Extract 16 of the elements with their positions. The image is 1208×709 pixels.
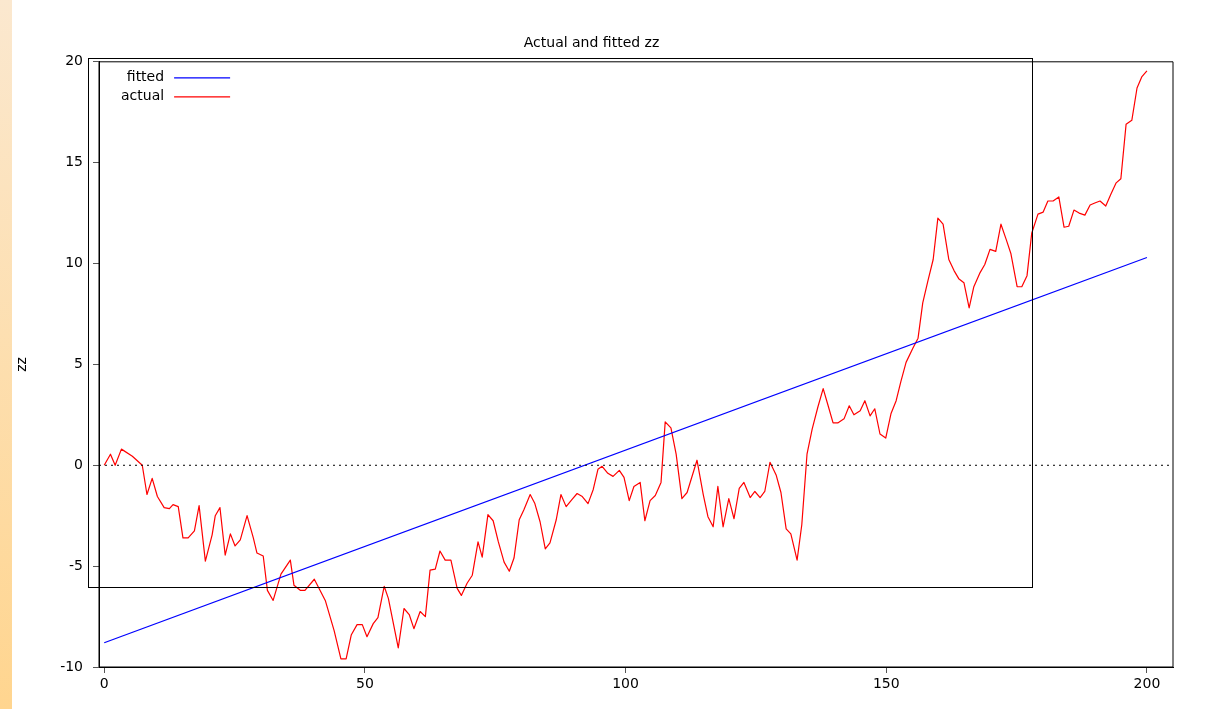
y-tick-label: 15 <box>65 153 83 170</box>
y-tick-label: 5 <box>74 355 83 372</box>
legend-label: fitted <box>126 68 165 85</box>
x-tick-label: 100 <box>612 675 639 692</box>
x-tick-label: 150 <box>872 675 900 692</box>
chart-title: Actual and fitted zz <box>523 34 660 51</box>
y-tick-label: -5 <box>69 556 83 573</box>
legend-label: actual <box>121 87 165 104</box>
y-tick-label: 20 <box>65 52 83 69</box>
y-tick-label: 0 <box>74 455 83 472</box>
y-axis-title: zz <box>13 357 30 372</box>
x-tick-label: 200 <box>1133 675 1161 692</box>
x-tick-label: 50 <box>355 675 374 692</box>
y-tick-label: 10 <box>65 254 83 271</box>
x-tick-label: 0 <box>99 675 109 692</box>
y-tick-label: -10 <box>60 657 83 674</box>
